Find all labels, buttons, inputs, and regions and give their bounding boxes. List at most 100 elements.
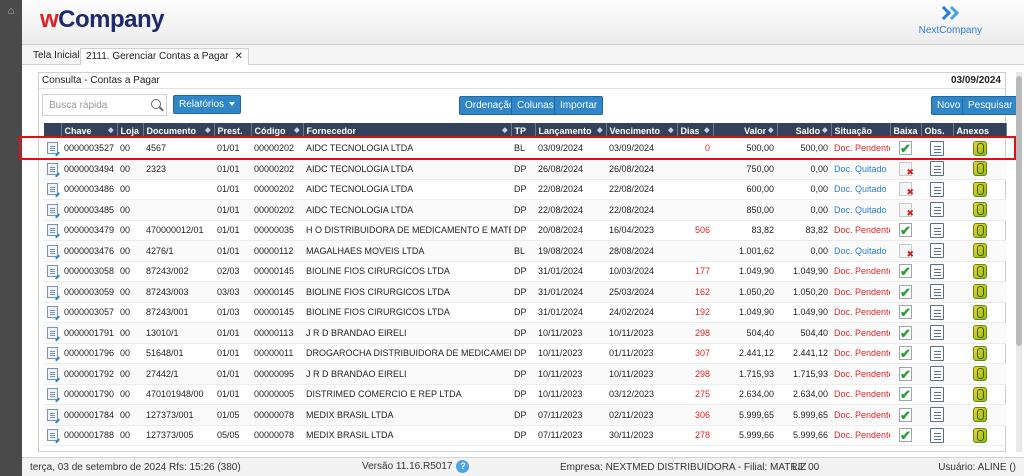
document-edit-icon[interactable] (47, 183, 58, 196)
col-tp[interactable]: TP (511, 123, 536, 138)
notes-icon[interactable] (930, 263, 944, 279)
notes-icon[interactable] (930, 284, 944, 300)
check-icon[interactable]: ✔ (899, 141, 912, 156)
table-row[interactable]: 0000001791 00 13010/1 01/01 00000113 J R D BR… (44, 322, 1006, 344)
col-baixa[interactable]: Baixa (890, 123, 922, 138)
col-situacao[interactable]: Situação (831, 123, 891, 138)
attachment-icon[interactable] (972, 427, 987, 443)
notes-icon[interactable] (930, 325, 944, 341)
document-edit-icon[interactable] (47, 265, 58, 278)
document-edit-icon[interactable] (47, 408, 58, 421)
col-anexos[interactable]: Anexos (953, 123, 1007, 138)
attachment-icon[interactable] (972, 161, 987, 177)
col-dias[interactable]: Dias ◆ (677, 123, 714, 138)
notes-icon[interactable] (930, 345, 944, 361)
cancel-icon[interactable] (899, 243, 914, 260)
document-edit-icon[interactable] (47, 306, 58, 319)
document-edit-icon[interactable] (47, 203, 58, 216)
check-icon[interactable]: ✔ (899, 264, 912, 280)
pesquisar-button[interactable]: Pesquisar (962, 96, 1019, 115)
check-icon[interactable]: ✔ (899, 305, 912, 321)
attachment-icon[interactable] (972, 140, 987, 156)
notes-icon[interactable] (930, 202, 944, 218)
col-documento[interactable]: Documento ◆ (143, 123, 215, 138)
check-icon[interactable]: ✔ (899, 366, 912, 382)
col-fornecedor[interactable]: Fornecedor ◆ (303, 123, 512, 138)
table-row[interactable]: 0000001784 00 127373/001 01/05 00000078 MEDIX… (44, 404, 1006, 426)
table-row[interactable]: 0000003058 00 87243/002 02/03 00000145 BIOLIN… (44, 261, 1006, 282)
attachment-icon[interactable] (972, 366, 987, 382)
notes-icon[interactable] (930, 407, 944, 423)
vertical-scrollbar[interactable] (1016, 72, 1022, 452)
check-icon[interactable]: ✔ (899, 325, 912, 341)
attachment-icon[interactable] (972, 386, 987, 402)
attachment-icon[interactable] (972, 284, 987, 300)
col-saldo[interactable]: Saldo ◆ (777, 123, 832, 138)
document-edit-icon[interactable] (47, 388, 58, 401)
cancel-icon[interactable] (899, 182, 914, 198)
attachment-icon[interactable] (972, 345, 987, 361)
cancel-icon[interactable] (899, 161, 914, 178)
attachment-icon[interactable] (972, 304, 987, 320)
check-icon[interactable]: ✔ (899, 284, 912, 300)
close-tab-icon[interactable]: ✕ (234, 51, 243, 62)
notes-icon[interactable] (930, 366, 944, 382)
check-icon[interactable]: ✔ (899, 407, 912, 423)
col-lancamento[interactable]: Lançamento ◆ (535, 123, 607, 138)
attachment-icon[interactable] (972, 181, 987, 197)
scrollbar-thumb[interactable] (1016, 76, 1022, 346)
col-chave[interactable]: Chave ◆ (61, 123, 118, 138)
check-icon[interactable]: ✔ (899, 428, 912, 444)
document-edit-icon[interactable] (47, 162, 58, 175)
table-row[interactable]: 0000001790 00 470101948/00 01/01 00000005 DIS… (44, 384, 1006, 405)
attachment-icon[interactable] (972, 243, 987, 259)
document-edit-icon[interactable] (47, 326, 58, 339)
table-row[interactable]: 0000003486 00 01/01 00000202 AIDC TECNOLOGIA… (44, 179, 1006, 200)
col-vencimento[interactable]: Vencimento ◆ (606, 123, 678, 138)
notes-icon[interactable] (930, 161, 944, 177)
attachment-icon[interactable] (972, 222, 987, 238)
tab-contas-a-pagar[interactable]: 2111. Gerenciar Contas a Pagar ✕ (80, 48, 249, 65)
notes-icon[interactable] (930, 222, 944, 238)
attachment-icon[interactable] (972, 263, 987, 279)
table-row[interactable]: 0000001788 00 127373/005 05/05 00000078 MEDIX… (44, 425, 1006, 446)
notes-icon[interactable] (930, 140, 944, 156)
col-prest[interactable]: Prest. (214, 123, 252, 138)
table-row[interactable]: 0000003476 00 4276/1 01/01 00000112 MAGALHAES… (44, 240, 1006, 262)
col-loja[interactable]: Loja (117, 123, 144, 138)
table-row[interactable]: 0000003485 00 01/01 00000202 AIDC TECNOLOGIA… (44, 199, 1006, 221)
col-obs[interactable]: Obs. (921, 123, 954, 138)
check-icon[interactable]: ✔ (899, 346, 912, 362)
help-icon[interactable]: ? (456, 460, 470, 473)
relatorios-button[interactable]: Relatórios (173, 95, 242, 114)
document-edit-icon[interactable] (47, 347, 58, 360)
check-icon[interactable]: ✔ (899, 387, 912, 403)
table-row[interactable]: 0000003527 00 4567 01/01 00000202 AIDC TECNOL… (44, 138, 1006, 159)
quick-search-input[interactable] (43, 95, 143, 115)
attachment-icon[interactable] (972, 407, 987, 423)
notes-icon[interactable] (930, 181, 944, 197)
attachment-icon[interactable] (972, 325, 987, 341)
attachment-icon[interactable] (972, 202, 987, 218)
table-row[interactable]: 0000003479 00 470000012/01 01/01 00000035 H O… (44, 220, 1006, 241)
table-row[interactable]: 0000003494 00 2323 01/01 00000202 AIDC TECNOL… (44, 158, 1006, 180)
col-valor[interactable]: Valor ◆ (713, 123, 778, 138)
document-edit-icon[interactable] (47, 285, 58, 298)
cancel-icon[interactable] (899, 202, 914, 219)
table-row[interactable]: 0000001796 00 51648/01 01/01 00000011 DROGARO… (44, 343, 1006, 364)
colunas-button[interactable]: Colunas (511, 96, 560, 115)
check-icon[interactable]: ✔ (899, 223, 912, 239)
table-row[interactable]: 0000001792 00 27442/1 01/01 00000095 J R D BR… (44, 363, 1006, 385)
document-edit-icon[interactable] (47, 224, 58, 237)
table-row[interactable]: 0000003059 00 87243/003 03/03 00000145 BIOLIN… (44, 281, 1006, 303)
col-codigo[interactable]: Código ◆ (251, 123, 304, 138)
document-edit-icon[interactable] (47, 429, 58, 442)
document-edit-icon[interactable] (47, 367, 58, 380)
document-edit-icon[interactable] (47, 244, 58, 257)
home-icon[interactable]: ⌂ (7, 5, 15, 17)
notes-icon[interactable] (930, 243, 944, 259)
notes-icon[interactable] (930, 386, 944, 402)
importar-button[interactable]: Importar (554, 96, 604, 115)
search-icon[interactable] (151, 99, 161, 109)
notes-icon[interactable] (930, 427, 944, 443)
